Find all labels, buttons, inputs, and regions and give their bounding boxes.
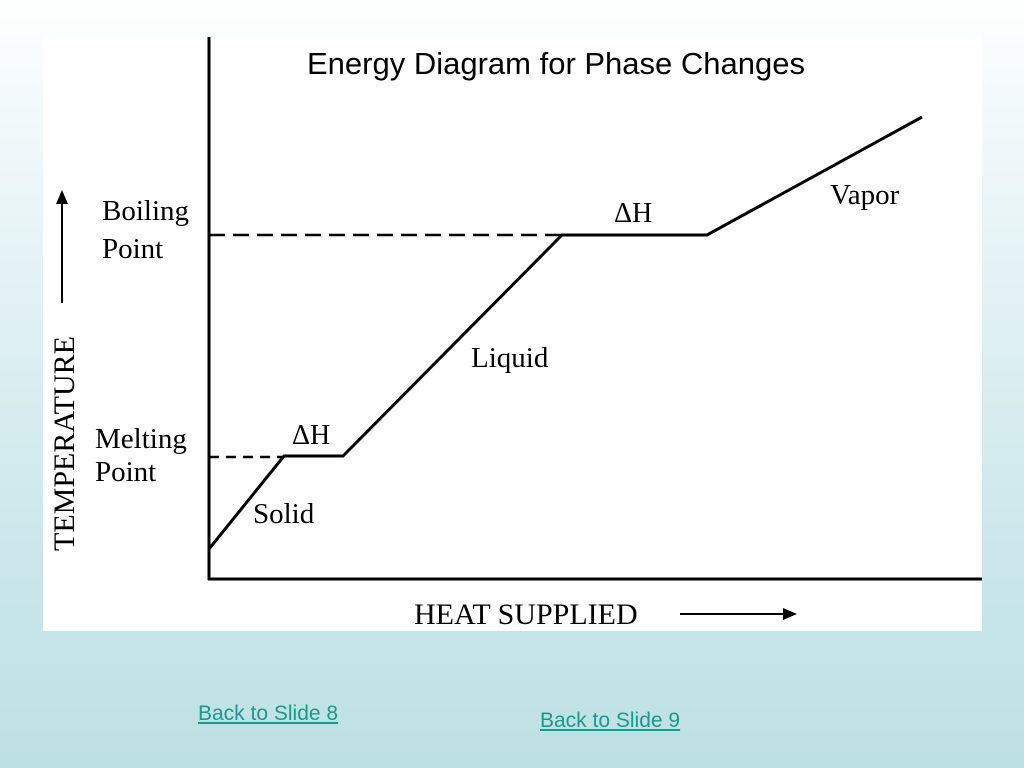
y-axis-label: TEMPERATURE [48,336,81,551]
boiling-point-label-line2: Point [102,233,163,265]
melting-point-label-line1: Melting [95,423,187,455]
temperature-arrow-head [56,190,68,204]
diagram-panel [43,37,982,631]
vapor-label: Vapor [830,179,900,211]
heating-curve [207,115,923,550]
solid-label: Solid [253,498,315,530]
x-axis-label: HEAT SUPPLIED [414,598,638,631]
boiling-point-label-line1: Boiling [102,195,189,227]
delta-h-boiling-label: ΔH [614,198,652,229]
delta-h-melting-label: ΔH [292,420,330,451]
liquid-label: Liquid [471,342,549,374]
heat-arrow-head [783,608,797,620]
back-to-slide-9-link[interactable]: Back to Slide 9 [540,709,681,732]
melting-point-label-line2: Point [95,456,156,488]
slide-title: Energy Diagram for Phase Changes [307,46,805,81]
back-to-slide-8-link[interactable]: Back to Slide 8 [198,702,339,725]
